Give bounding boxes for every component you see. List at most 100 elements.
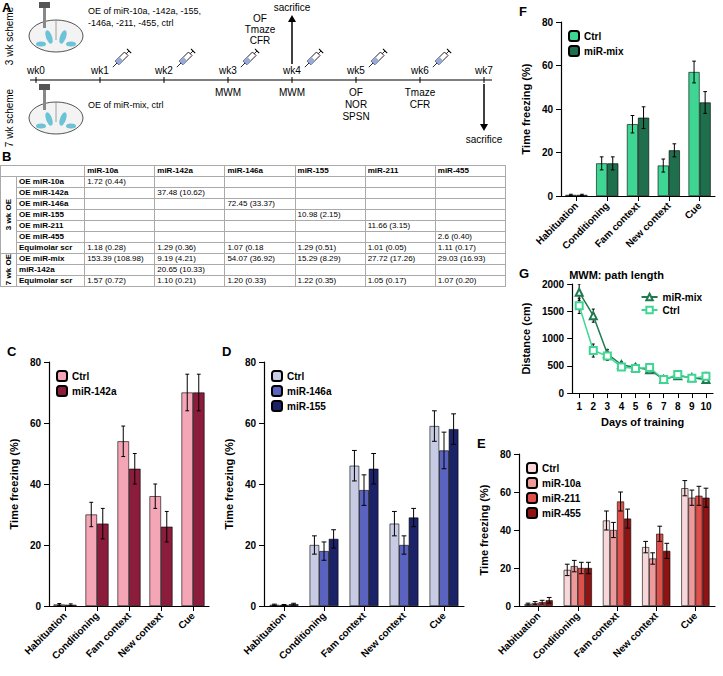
svg-text:1: 1 (576, 401, 582, 412)
svg-text:Fam context: Fam context (83, 610, 133, 660)
svg-text:miR-142a: miR-142a (72, 386, 117, 397)
svg-text:SPSN: SPSN (342, 111, 369, 122)
svg-text:2: 2 (590, 401, 596, 412)
svg-text:40: 40 (30, 479, 42, 490)
svg-text:60: 60 (245, 418, 257, 429)
svg-text:-146a, -211, -455, ctrl: -146a, -211, -455, ctrl (88, 18, 173, 28)
svg-text:9: 9 (689, 401, 695, 412)
svg-text:Fam context: Fam context (318, 610, 368, 660)
svg-text:20: 20 (30, 540, 42, 551)
svg-text:New context: New context (359, 610, 409, 660)
svg-text:6: 6 (647, 401, 653, 412)
svg-text:80: 80 (30, 357, 42, 368)
svg-text:0: 0 (505, 601, 511, 612)
svg-text:wk0: wk0 (26, 65, 45, 76)
svg-text:wk4: wk4 (282, 65, 301, 76)
svg-text:Ctrl: Ctrl (584, 31, 601, 42)
svg-text:5: 5 (633, 401, 639, 412)
svg-text:3 wk scheme: 3 wk scheme (4, 6, 15, 65)
svg-text:Distance (cm): Distance (cm) (520, 302, 532, 374)
svg-text:0: 0 (547, 191, 553, 202)
svg-text:0: 0 (35, 601, 41, 612)
svg-text:miR-mix: miR-mix (663, 292, 703, 303)
svg-text:Time freezing (%): Time freezing (%) (520, 63, 532, 154)
svg-text:OE of miR-10a, -142a, -155,: OE of miR-10a, -142a, -155, (88, 6, 201, 16)
svg-text:80: 80 (542, 17, 554, 28)
svg-text:D: D (222, 344, 231, 359)
svg-text:Cue: Cue (678, 610, 699, 631)
svg-text:7 wk scheme: 7 wk scheme (4, 88, 15, 147)
svg-text:Conditioning: Conditioning (276, 610, 328, 662)
svg-text:20: 20 (245, 540, 257, 551)
svg-text:60: 60 (30, 418, 42, 429)
svg-text:2000: 2000 (542, 279, 565, 290)
svg-text:miR-155: miR-155 (287, 401, 326, 412)
svg-text:miR-211: miR-211 (542, 493, 581, 504)
svg-text:wk2: wk2 (154, 65, 173, 76)
svg-text:MWM: MWM (215, 87, 241, 98)
svg-text:wk3: wk3 (218, 65, 237, 76)
svg-text:500: 500 (547, 360, 564, 371)
svg-text:60: 60 (500, 487, 512, 498)
svg-text:Cue: Cue (176, 610, 197, 631)
svg-text:miR-146a: miR-146a (287, 386, 332, 397)
svg-text:sacrifice: sacrifice (274, 2, 311, 13)
svg-text:wk6: wk6 (410, 65, 429, 76)
svg-text:miR-10a: miR-10a (542, 478, 581, 489)
svg-text:4: 4 (619, 401, 625, 412)
svg-text:MWM: MWM (279, 87, 305, 98)
svg-text:0: 0 (559, 388, 565, 399)
svg-text:10: 10 (700, 401, 712, 412)
svg-text:MWM: path length: MWM: path length (569, 269, 664, 281)
svg-text:7: 7 (661, 401, 667, 412)
svg-text:F: F (519, 4, 527, 19)
svg-text:Days of training: Days of training (601, 416, 684, 428)
svg-text:Conditioning: Conditioning (49, 610, 101, 662)
svg-text:80: 80 (245, 357, 257, 368)
svg-text:miR-mix: miR-mix (584, 46, 624, 57)
svg-text:0: 0 (250, 601, 256, 612)
svg-text:wk1: wk1 (90, 65, 109, 76)
svg-text:Cue: Cue (682, 200, 703, 221)
svg-text:E: E (477, 436, 486, 451)
svg-text:G: G (519, 266, 529, 281)
svg-text:Tmaze: Tmaze (245, 24, 276, 35)
svg-text:40: 40 (245, 479, 257, 490)
svg-text:Time freezing (%): Time freezing (%) (478, 484, 490, 575)
svg-text:OF: OF (253, 13, 267, 24)
svg-text:Fam context: Fam context (571, 610, 621, 660)
svg-text:New context: New context (116, 610, 166, 660)
svg-text:wk7: wk7 (474, 65, 493, 76)
svg-text:1500: 1500 (542, 306, 565, 317)
svg-text:New context: New context (623, 200, 673, 250)
svg-text:20: 20 (542, 147, 554, 158)
svg-text:8: 8 (675, 401, 681, 412)
svg-text:40: 40 (542, 104, 554, 115)
svg-text:Ctrl: Ctrl (663, 305, 680, 316)
svg-text:CFR: CFR (250, 35, 271, 46)
svg-text:3: 3 (605, 401, 611, 412)
svg-text:sacrifice: sacrifice (466, 134, 503, 145)
svg-text:Cue: Cue (427, 610, 448, 631)
svg-text:OF: OF (349, 87, 363, 98)
svg-text:miR-455: miR-455 (542, 508, 581, 519)
svg-text:20: 20 (500, 563, 512, 574)
svg-text:60: 60 (542, 60, 554, 71)
svg-text:Time freezing (%): Time freezing (%) (8, 438, 20, 529)
svg-text:Conditioning: Conditioning (559, 200, 612, 252)
svg-text:Ctrl: Ctrl (72, 371, 89, 382)
svg-text:Conditioning: Conditioning (530, 610, 582, 662)
svg-text:80: 80 (500, 449, 512, 460)
svg-text:CFR: CFR (410, 99, 431, 110)
svg-text:C: C (7, 344, 17, 359)
svg-text:Ctrl: Ctrl (287, 371, 304, 382)
svg-text:40: 40 (500, 525, 512, 536)
svg-text:New context: New context (611, 610, 661, 660)
svg-text:wk5: wk5 (346, 65, 365, 76)
svg-text:1000: 1000 (542, 333, 565, 344)
svg-text:OE of miR-mix, ctrl: OE of miR-mix, ctrl (88, 100, 164, 110)
svg-text:NOR: NOR (345, 99, 367, 110)
svg-text:Time freezing (%): Time freezing (%) (223, 438, 235, 529)
svg-text:Ctrl: Ctrl (542, 463, 559, 474)
svg-text:Tmaze: Tmaze (405, 87, 436, 98)
